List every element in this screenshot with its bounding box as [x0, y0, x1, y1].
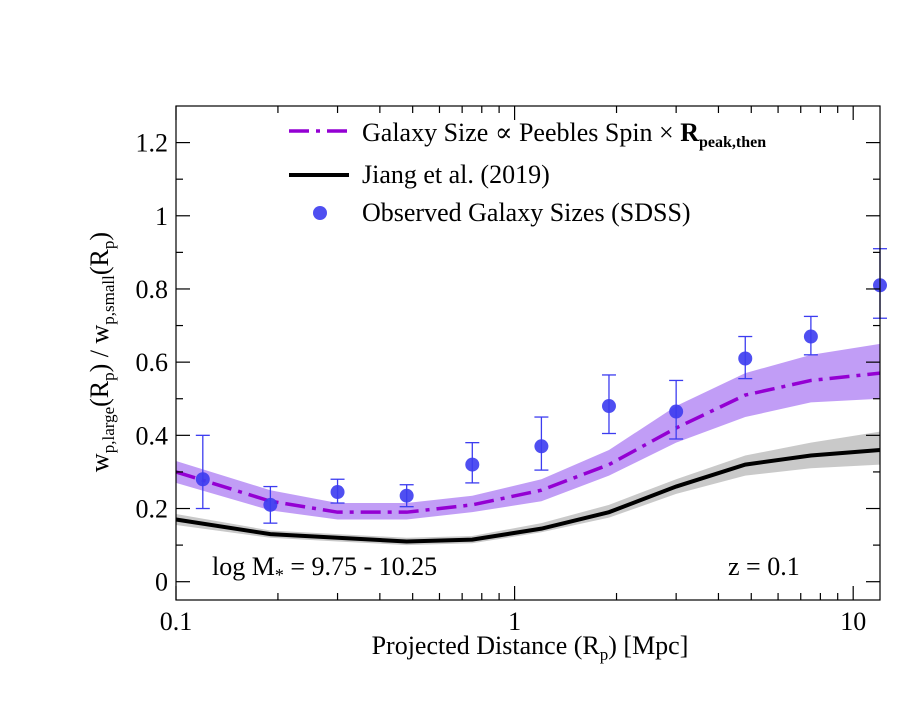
- data-point: [601, 399, 616, 414]
- x-tick-label: 0.1: [160, 607, 193, 636]
- confidence-bands: [176, 343, 880, 546]
- legend-label-jiang: Jiang et al. (2019): [362, 160, 550, 189]
- axis-ticks: [175, 106, 880, 600]
- series-line-peebles: [175, 371, 881, 514]
- data-point: [330, 485, 345, 500]
- y-tick-label: 0.2: [136, 495, 169, 524]
- mass-annotation: log M* = 9.75 - 10.25: [212, 552, 437, 585]
- y-tick-label: 1.2: [136, 129, 169, 158]
- y-axis-label: wp,large(Rp) / wp,small(Rp): [85, 232, 118, 472]
- y-tick-label: 0: [155, 568, 168, 597]
- series-lines: [175, 371, 881, 544]
- series-line-jiang: [175, 447, 881, 544]
- legend: Galaxy Size ∝ Peebles Spin × Rpeak,then …: [289, 118, 766, 227]
- error-bar: [195, 434, 210, 510]
- data-point: [263, 497, 278, 512]
- y-tick-label: 0.6: [136, 348, 169, 377]
- redshift-annotation: z = 0.1: [728, 552, 800, 581]
- band-jiang: [176, 431, 880, 546]
- tick-labels: 0 0.2 0.4 0.6 0.8 1 1.2 0.1 1 10: [136, 129, 867, 636]
- data-point: [738, 351, 753, 366]
- data-point: [803, 329, 818, 344]
- legend-label-observed: Observed Galaxy Sizes (SDSS): [362, 198, 691, 227]
- y-tick-label: 0.8: [136, 275, 169, 304]
- x-axis-label: Projected Distance (Rp) [Mpc]: [372, 631, 689, 664]
- data-point: [669, 404, 684, 419]
- data-points: [195, 278, 887, 512]
- data-point: [465, 457, 480, 472]
- x-tick-label: 1: [508, 607, 521, 636]
- plot-frame: [175, 105, 881, 601]
- x-tick-label: 10: [840, 607, 866, 636]
- data-point: [195, 472, 210, 487]
- band-peebles: [176, 343, 880, 520]
- data-point: [534, 439, 549, 454]
- legend-label-peebles: Galaxy Size ∝ Peebles Spin × Rpeak,then: [362, 118, 766, 151]
- y-tick-label: 0.4: [136, 421, 169, 450]
- data-point: [399, 488, 414, 503]
- legend-swatch-observed: [313, 206, 327, 220]
- y-tick-label: 1: [155, 202, 168, 231]
- error-bars: [195, 248, 887, 524]
